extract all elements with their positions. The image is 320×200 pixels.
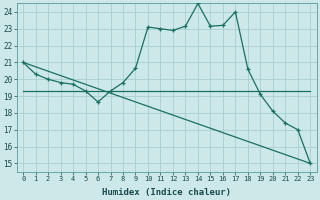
X-axis label: Humidex (Indice chaleur): Humidex (Indice chaleur) <box>102 188 231 197</box>
